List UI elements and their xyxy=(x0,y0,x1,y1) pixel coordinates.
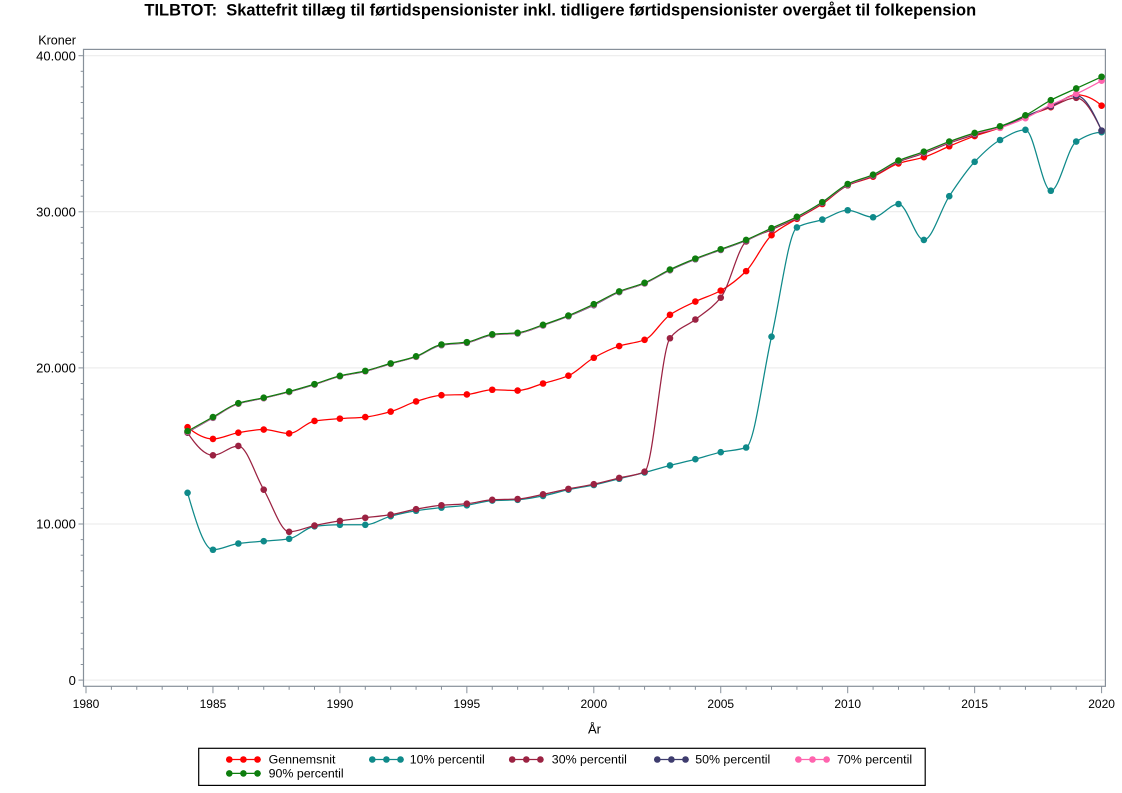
svg-text:1980: 1980 xyxy=(73,697,100,711)
svg-text:TILBTOT: Skattefrit tillæg ti: TILBTOT: Skattefrit tillæg til førtidspe… xyxy=(144,1,976,19)
svg-text:Gennemsnit: Gennemsnit xyxy=(269,753,336,767)
svg-text:1995: 1995 xyxy=(453,697,480,711)
svg-text:2000: 2000 xyxy=(580,697,607,711)
svg-text:70% percentil: 70% percentil xyxy=(837,753,912,767)
svg-text:90% percentil: 90% percentil xyxy=(269,767,344,781)
svg-text:10.000: 10.000 xyxy=(36,517,76,532)
svg-text:0: 0 xyxy=(69,673,76,688)
svg-text:Kroner: Kroner xyxy=(38,34,76,48)
svg-text:40.000: 40.000 xyxy=(36,48,76,63)
svg-text:2015: 2015 xyxy=(961,697,988,711)
svg-text:2020: 2020 xyxy=(1088,697,1115,711)
svg-text:2005: 2005 xyxy=(707,697,734,711)
svg-text:1985: 1985 xyxy=(200,697,227,711)
svg-text:30.000: 30.000 xyxy=(36,205,76,220)
svg-text:30% percentil: 30% percentil xyxy=(552,753,627,767)
svg-text:2010: 2010 xyxy=(834,697,861,711)
svg-text:År: År xyxy=(588,722,602,737)
svg-text:10% percentil: 10% percentil xyxy=(410,753,485,767)
svg-text:50% percentil: 50% percentil xyxy=(695,753,770,767)
svg-text:1990: 1990 xyxy=(327,697,354,711)
svg-text:20.000: 20.000 xyxy=(36,361,76,376)
